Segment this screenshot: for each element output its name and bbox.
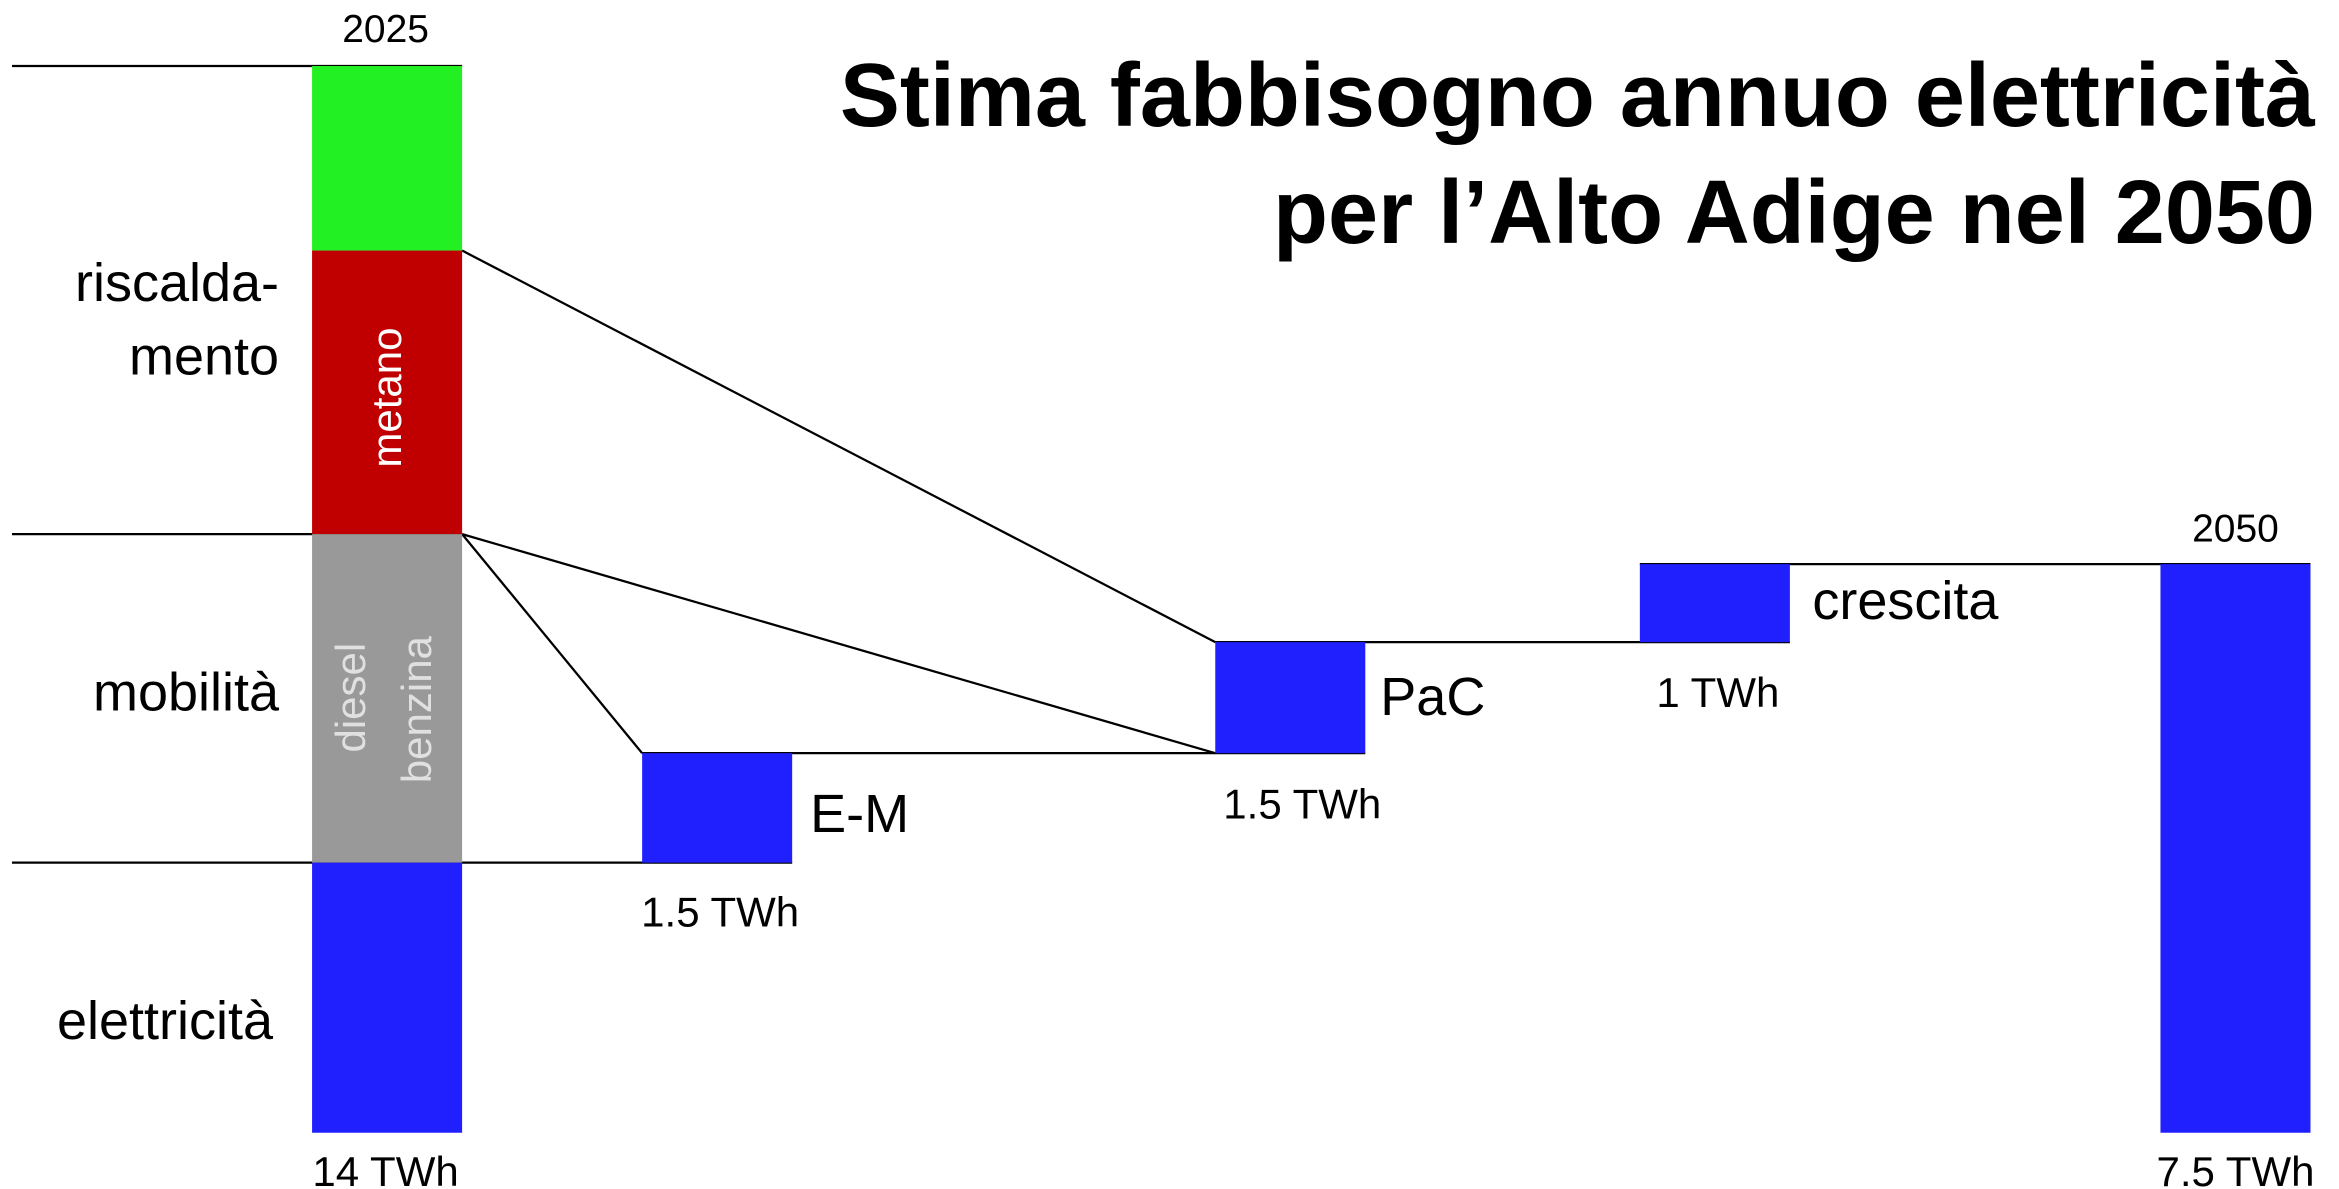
sector-label: elettricità [57, 991, 274, 1051]
bar-segment [312, 534, 463, 863]
segment-label: diesel [327, 643, 374, 753]
end-bar [2160, 564, 2311, 1133]
sector-label: mobilità [93, 662, 280, 722]
step-label: E-M [810, 784, 909, 844]
step-amount: 1.5 TWh [641, 888, 799, 935]
title: Stima fabbisogno annuo elettricità [840, 46, 2316, 146]
step-amount: 1 TWh [1656, 669, 1779, 716]
connector [461, 249, 1216, 644]
segment-label: metano [363, 328, 410, 468]
step-amount: 1.5 TWh [1223, 780, 1381, 827]
sector-label: riscalda- [75, 253, 279, 313]
year-label: 2025 [342, 8, 429, 51]
total-label: 14 TWh [312, 1148, 458, 1189]
bar-segment [312, 862, 463, 1133]
bar-segment [312, 250, 463, 535]
year-label: 2050 [2192, 507, 2279, 550]
step-label: PaC [1380, 667, 1485, 727]
connector [461, 533, 644, 754]
segment-label: benzina [393, 635, 440, 783]
step-bar [1215, 642, 1366, 754]
sector-label: mento [129, 326, 279, 386]
step-label: crescita [1812, 571, 1999, 631]
step-bar [1639, 564, 1790, 643]
connector [461, 533, 1216, 755]
bar-segment [312, 66, 463, 251]
title: per l’Alto Adige nel 2050 [1273, 163, 2315, 263]
step-bar [642, 753, 793, 863]
total-label: 7.5 TWh [2156, 1148, 2314, 1189]
